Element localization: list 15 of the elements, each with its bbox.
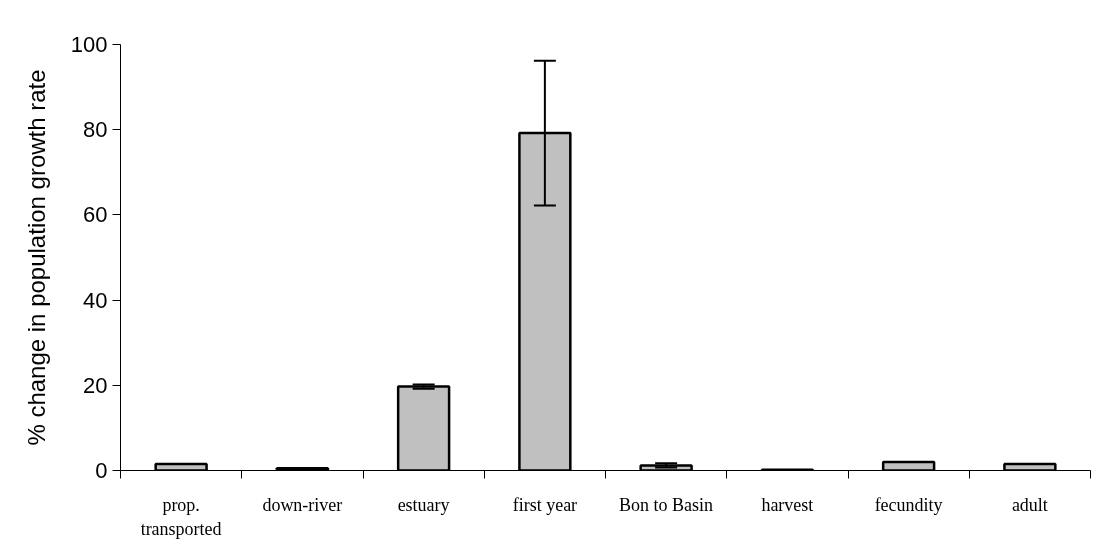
x-tick-label: prop. transported [140, 494, 222, 539]
x-tick-label: adult [1011, 494, 1048, 515]
y-tick-label: 60 [83, 202, 108, 228]
x-tick-label: harvest [761, 494, 814, 515]
x-tick-label: down-river [262, 494, 343, 515]
y-tick-label: 20 [83, 372, 108, 398]
y-tick-label: 80 [83, 117, 108, 143]
y-tick-label: 0 [95, 458, 108, 483]
x-tick-label: estuary [397, 494, 450, 515]
y-axis-title: % change in population growth rate [22, 69, 50, 446]
x-tick-label: Bon to Basin [619, 494, 714, 515]
x-tick-label: fecundity [874, 494, 943, 515]
y-tick-label: 100 [70, 32, 108, 57]
y-tick-label: 40 [83, 287, 108, 313]
x-tick-label: first year [512, 494, 578, 515]
